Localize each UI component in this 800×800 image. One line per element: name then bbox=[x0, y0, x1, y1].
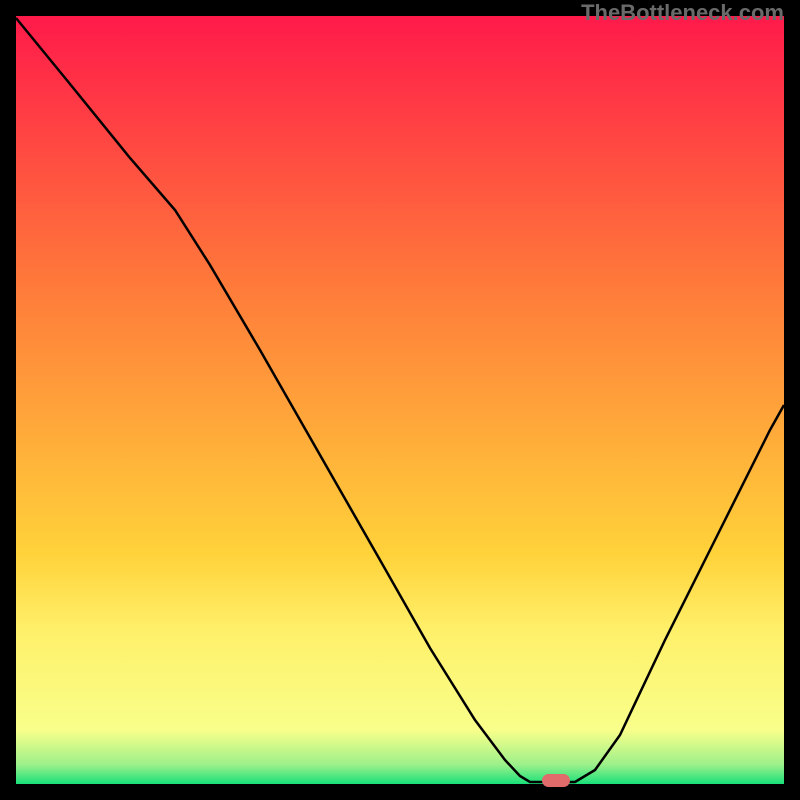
curve-path bbox=[16, 18, 784, 782]
chart-container: TheBottleneck.com bbox=[0, 0, 800, 800]
optimal-marker bbox=[542, 774, 570, 787]
bottleneck-curve bbox=[0, 0, 800, 800]
